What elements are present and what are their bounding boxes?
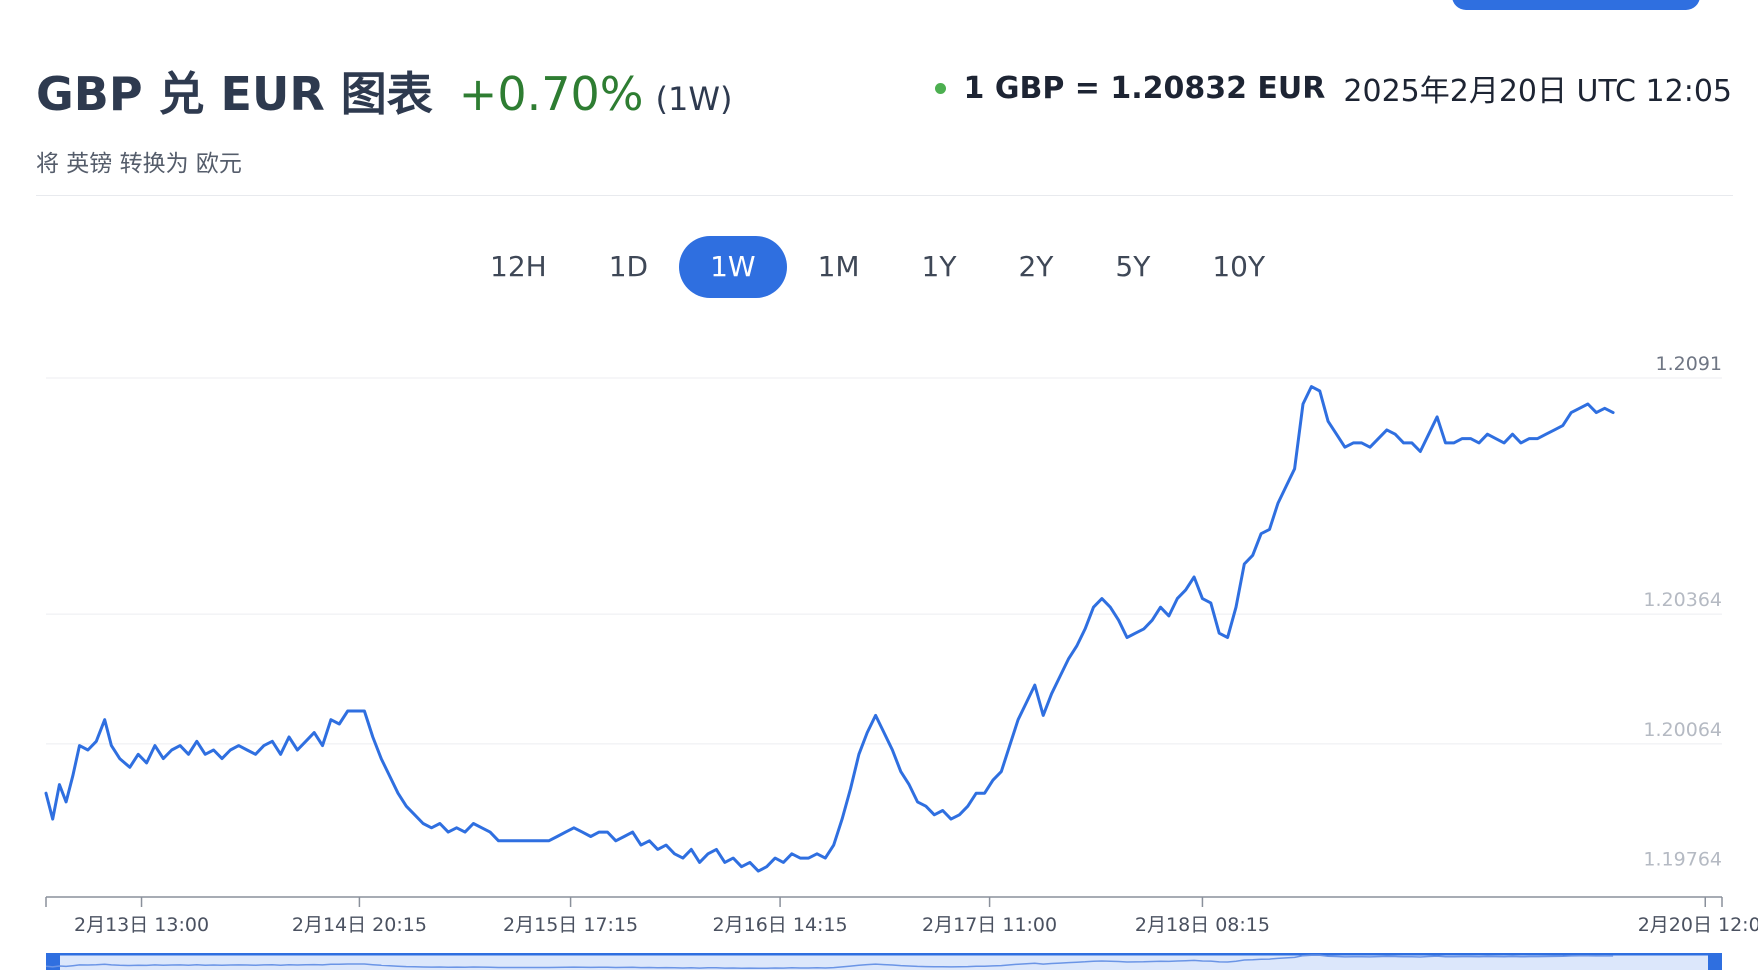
x-tick-label: 2月13日 13:00	[74, 914, 209, 936]
x-tick-label: 2月15日 17:15	[503, 914, 638, 936]
y-tick-label: 1.20364	[1643, 589, 1722, 611]
conversion-subtitle: 将 英镑 转换为 欧元	[36, 151, 242, 177]
navigator-series	[45, 954, 1614, 970]
tab-1m[interactable]: 1M	[817, 250, 860, 283]
tab-1w[interactable]: 1W	[679, 236, 787, 298]
y-tick-label: 1.19764	[1643, 849, 1722, 871]
tab-1d[interactable]: 1D	[608, 250, 649, 283]
navigator-right-handle[interactable]	[1708, 953, 1722, 970]
series-line	[44, 385, 1615, 873]
tab-12h[interactable]: 12H	[490, 250, 547, 283]
x-tick-label: 2月16日 14:15	[713, 914, 848, 936]
tab-10y[interactable]: 10Y	[1212, 250, 1266, 283]
percent-change: +0.70%	[458, 67, 644, 121]
exchange-rate: 1 GBP = 1.20832 EUR	[963, 70, 1326, 106]
navigator-border	[46, 953, 1722, 956]
y-tick-label: 1.20064	[1643, 719, 1722, 741]
period-label: (1W)	[655, 80, 733, 118]
x-tick-label: 2月18日 08:15	[1135, 914, 1270, 936]
x-tick-label: 2月14日 20:15	[292, 914, 427, 936]
range-tabs: 12H 1D 1W 1M 1Y 2Y 5Y 10Y	[459, 236, 1296, 298]
tab-1y[interactable]: 1Y	[921, 250, 957, 283]
y-tick-label: 1.2091	[1656, 353, 1722, 375]
rate-readout: 1 GBP = 1.20832 EUR 2025年2月20日 UTC 12:05	[934, 66, 1732, 110]
rate-timestamp: 2025年2月20日 UTC 12:05	[1343, 74, 1732, 109]
tab-5y[interactable]: 5Y	[1115, 250, 1151, 283]
top-action-button[interactable]	[1452, 0, 1700, 10]
chart-header: GBP 兑 EUR 图表 +0.70% (1W)	[36, 58, 732, 124]
page-title: GBP 兑 EUR 图表	[36, 67, 433, 121]
live-dot-icon	[934, 82, 946, 94]
header-divider	[36, 195, 1733, 196]
x-tick-label: 2月17日 11:00	[922, 914, 1057, 936]
tab-2y[interactable]: 2Y	[1018, 250, 1054, 283]
navigator-track[interactable]	[46, 953, 1722, 970]
x-tick-label: 2月20日 12:05	[1638, 914, 1758, 936]
